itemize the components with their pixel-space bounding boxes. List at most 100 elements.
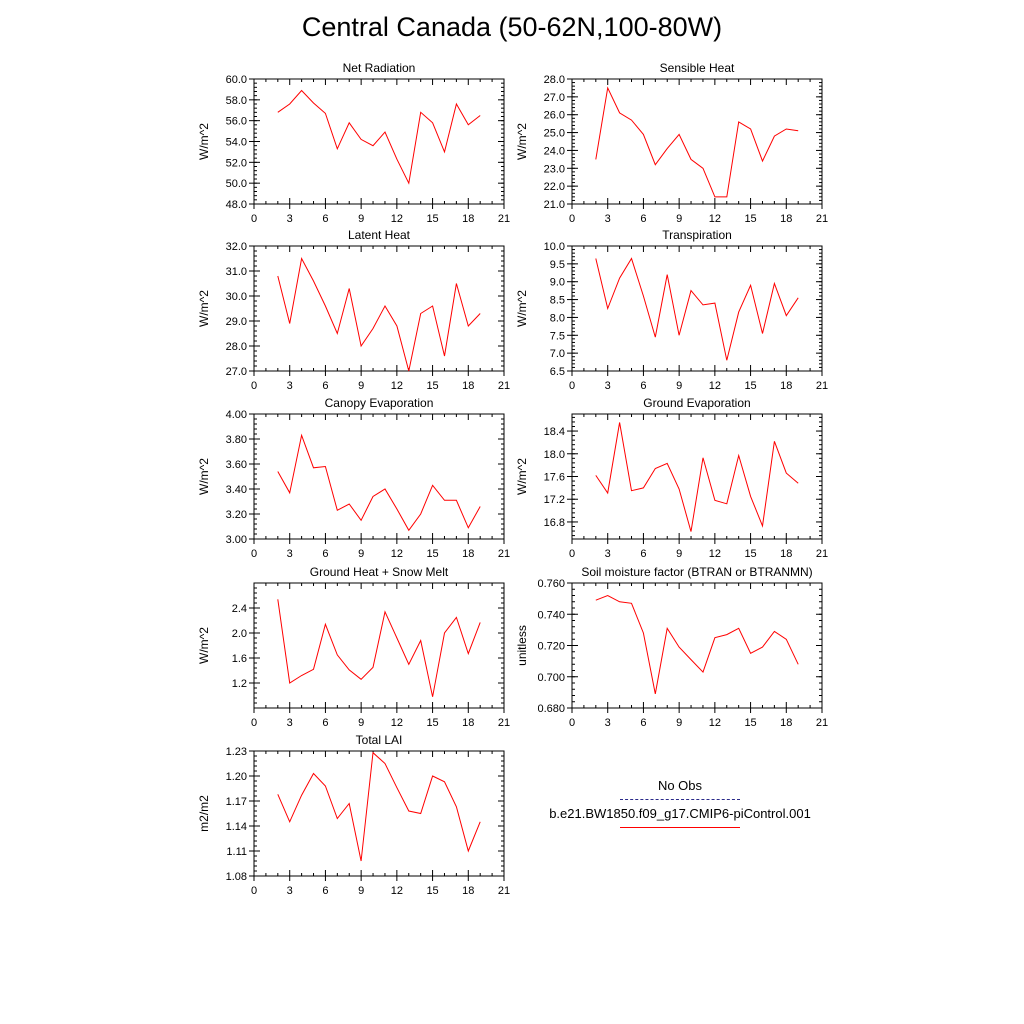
x-tick-label: 6 (322, 380, 328, 392)
y-axis-label: W/m^2 (197, 458, 211, 495)
x-tick-label: 0 (569, 213, 575, 225)
series-line (277, 89, 481, 185)
x-tick-label: 21 (816, 380, 828, 392)
y-tick-label: 8.5 (550, 295, 565, 307)
x-tick-label: 15 (426, 717, 438, 729)
y-tick-label: 24.0 (544, 145, 565, 157)
x-tick-label: 21 (498, 885, 510, 897)
x-tick-label: 18 (462, 380, 474, 392)
x-tick-label: 18 (462, 885, 474, 897)
y-axis-label: W/m^2 (197, 290, 211, 327)
y-tick-label: 48.0 (226, 199, 247, 211)
plot-frame (253, 413, 505, 540)
y-tick-label: 29.0 (226, 316, 247, 328)
y-tick-label: 18.0 (544, 449, 565, 461)
x-tick-label: 0 (251, 548, 257, 560)
y-tick-label: 17.6 (544, 472, 565, 484)
x-tick-label: 9 (358, 380, 364, 392)
x-tick-label: 18 (780, 717, 792, 729)
x-tick-label: 9 (676, 717, 682, 729)
x-tick-label: 6 (640, 380, 646, 392)
panel-1: 0 3 6 9 12 15 18 21 48.0 50.0 52.0 54.0 56.0 58.0 60.0… (197, 61, 510, 225)
plot-frame (571, 582, 823, 709)
y-tick-label: 2.4 (232, 603, 247, 615)
x-tick-label: 15 (426, 213, 438, 225)
y-tick-label: 3.00 (226, 534, 247, 546)
series-line (595, 257, 799, 361)
y-tick-label: 1.23 (226, 746, 247, 758)
panel-title: Latent Heat (348, 228, 411, 242)
panel-title: Sensible Heat (660, 61, 735, 75)
y-tick-label: 9.5 (550, 259, 565, 271)
x-tick-label: 6 (322, 885, 328, 897)
panel-2: 0 3 6 9 12 15 18 21 21.0 22.0 23.0 24.0 25.0 26.0 27.0… (515, 61, 828, 225)
panel-title: Canopy Evaporation (325, 396, 434, 410)
y-tick-label: 30.0 (226, 291, 247, 303)
x-tick-label: 0 (251, 885, 257, 897)
y-tick-label: 1.6 (232, 653, 247, 665)
x-tick-label: 0 (569, 717, 575, 729)
y-tick-label: 52.0 (226, 157, 247, 169)
x-tick-label: 21 (498, 717, 510, 729)
x-tick-label: 15 (426, 548, 438, 560)
y-tick-label: 26.0 (544, 110, 565, 122)
panel-title: Total LAI (356, 733, 403, 747)
x-tick-label: 9 (358, 717, 364, 729)
y-axis-label: m2/m2 (197, 795, 211, 832)
x-tick-label: 12 (391, 213, 403, 225)
y-tick-label: 25.0 (544, 128, 565, 140)
y-tick-label: 1.11 (226, 846, 247, 858)
x-tick-label: 9 (358, 548, 364, 560)
y-tick-label: 0.740 (537, 609, 565, 621)
y-axis-label: unitless (515, 625, 529, 666)
x-tick-label: 12 (391, 380, 403, 392)
y-tick-label: 22.0 (544, 181, 565, 193)
legend-label-model: b.e21.BW1850.f09_g17.CMIP6-piControl.001 (549, 806, 811, 821)
x-tick-label: 6 (640, 717, 646, 729)
series-line (277, 433, 481, 532)
x-tick-label: 3 (605, 717, 611, 729)
plot-frame (253, 78, 505, 205)
panel-title: Net Radiation (343, 61, 416, 75)
x-tick-label: 3 (287, 380, 293, 392)
x-tick-label: 0 (251, 380, 257, 392)
panel-title: Soil moisture factor (BTRAN or BTRANMN) (581, 565, 812, 579)
x-tick-label: 12 (709, 548, 721, 560)
x-tick-label: 6 (322, 213, 328, 225)
x-tick-label: 12 (709, 213, 721, 225)
y-axis-label: W/m^2 (197, 627, 211, 664)
x-tick-label: 12 (709, 380, 721, 392)
x-tick-label: 9 (676, 213, 682, 225)
x-tick-label: 21 (816, 717, 828, 729)
x-tick-label: 6 (322, 717, 328, 729)
panel-title: Ground Heat + Snow Melt (310, 565, 449, 579)
legend-line-obs (620, 799, 740, 800)
y-tick-label: 60.0 (226, 74, 247, 86)
x-tick-label: 15 (744, 380, 756, 392)
panel-5: 0 3 6 9 12 15 18 21 3.00 3.20 3.40 3.60 3.80 4.00 Cano… (197, 396, 510, 560)
x-tick-label: 6 (640, 548, 646, 560)
series-line (277, 599, 481, 697)
panel-4: 0 3 6 9 12 15 18 21 6.5 7.0 7.5 8.0 8.5 9.0 9.5 10.0 Tra… (515, 228, 828, 392)
x-tick-label: 12 (391, 548, 403, 560)
x-tick-label: 21 (498, 548, 510, 560)
x-tick-label: 9 (358, 885, 364, 897)
x-tick-label: 18 (462, 213, 474, 225)
y-tick-label: 1.20 (226, 771, 247, 783)
series-line (277, 256, 481, 372)
y-tick-label: 7.5 (550, 330, 565, 342)
y-tick-label: 2.0 (232, 628, 247, 640)
x-tick-label: 3 (287, 548, 293, 560)
y-tick-label: 28.0 (544, 74, 565, 86)
y-tick-label: 50.0 (226, 178, 247, 190)
y-tick-label: 3.40 (226, 484, 247, 496)
x-tick-label: 9 (676, 380, 682, 392)
x-tick-label: 9 (676, 548, 682, 560)
y-tick-label: 58.0 (226, 95, 247, 107)
y-tick-label: 16.8 (544, 517, 565, 529)
x-tick-label: 18 (462, 548, 474, 560)
y-tick-label: 0.680 (537, 703, 565, 715)
x-tick-label: 18 (780, 548, 792, 560)
y-tick-label: 1.14 (226, 821, 247, 833)
y-tick-label: 10.0 (544, 241, 565, 253)
